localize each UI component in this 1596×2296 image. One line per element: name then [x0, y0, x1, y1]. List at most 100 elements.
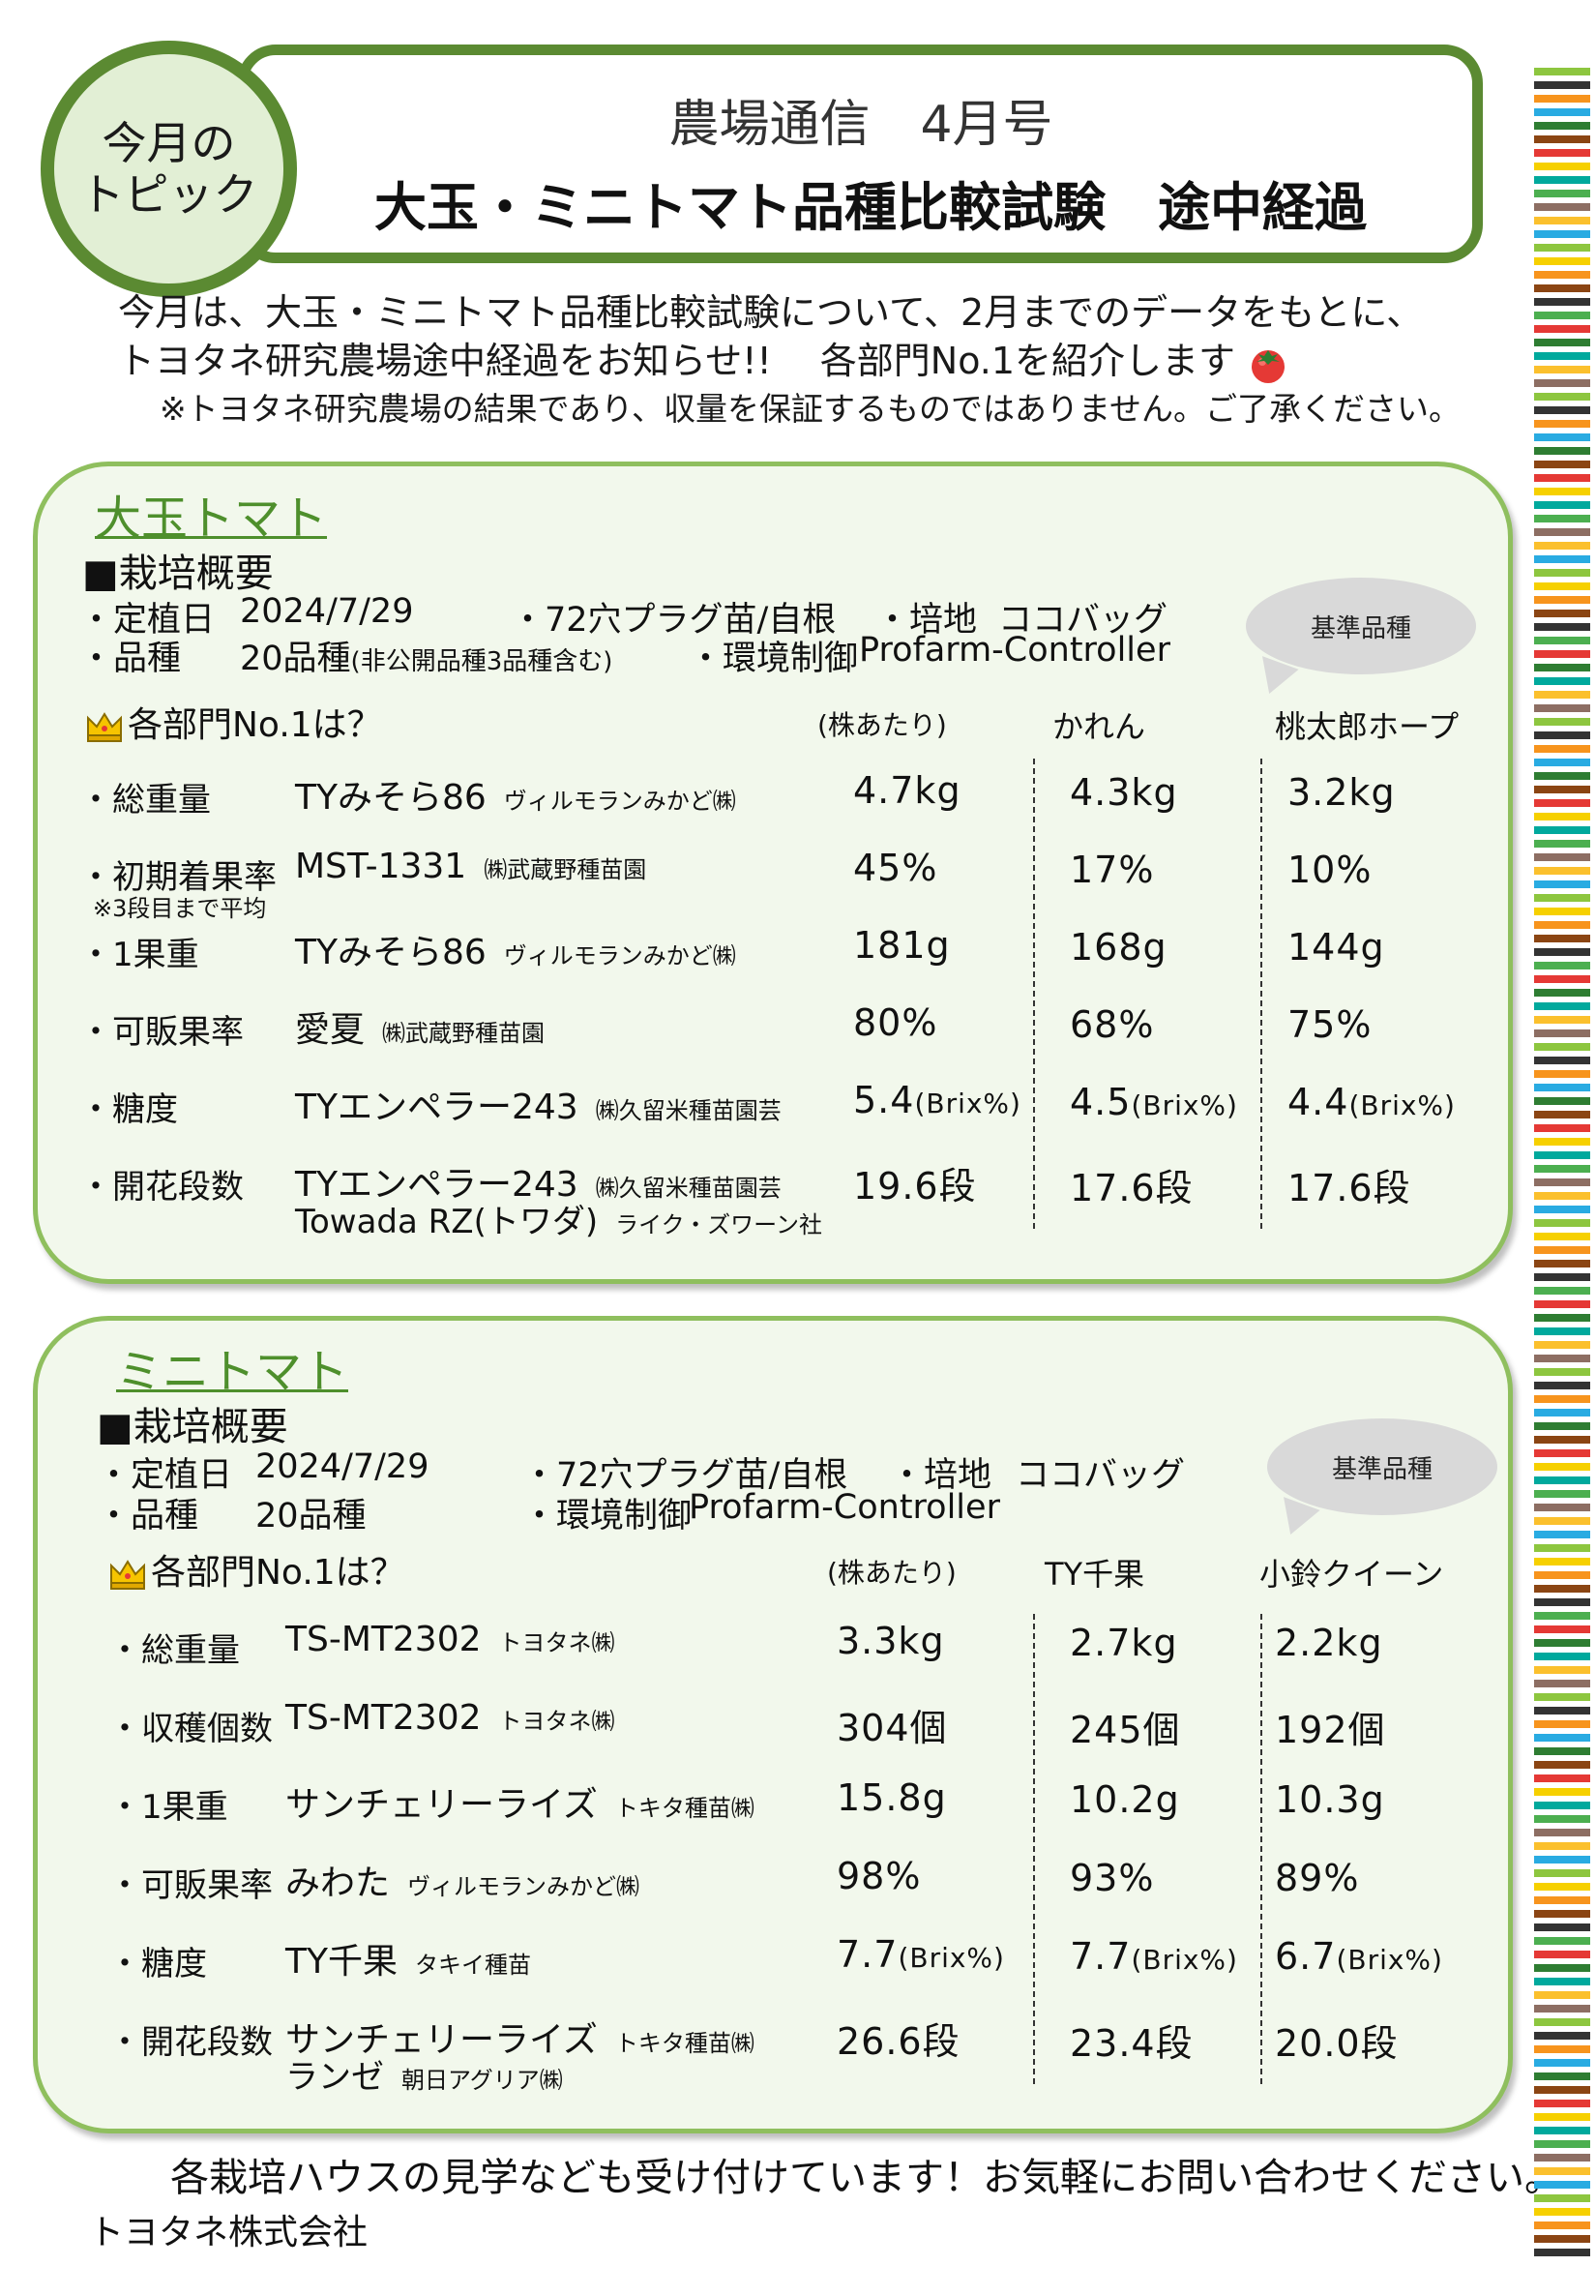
- stripe: [1534, 1951, 1590, 1958]
- mini-value-ref2: 192個: [1275, 1700, 1386, 1753]
- stripe: [1534, 1544, 1590, 1552]
- mini-no1-heading-wrap: 各部門No.1は？: [108, 1544, 405, 1595]
- stripe: [1534, 826, 1590, 834]
- stripe: [1534, 908, 1590, 915]
- stripe: [1534, 1097, 1590, 1105]
- large-value-ref1-number: 17.6段: [1070, 1167, 1194, 1209]
- large-value-top-number: 45%: [853, 847, 938, 889]
- stripe: [1534, 1761, 1590, 1769]
- mini-variety-name: TY千果: [285, 1942, 398, 1982]
- stripe: [1534, 447, 1590, 455]
- large-variety-name: TYみそら86: [295, 778, 487, 818]
- large-planting-value: 2024/7/29: [240, 592, 414, 631]
- stripe: [1534, 1490, 1590, 1498]
- stripe: [1534, 271, 1590, 279]
- stripe: [1534, 1585, 1590, 1593]
- mini-value-ref1: 2.7kg: [1070, 1622, 1178, 1664]
- stripe: [1534, 95, 1590, 103]
- large-medium-value: ココバッグ: [998, 601, 1168, 640]
- stripe: [1534, 1449, 1590, 1457]
- stripe: [1534, 135, 1590, 143]
- large-value-top: 4.7kg: [853, 769, 961, 812]
- stripe: [1534, 921, 1590, 929]
- large-value-top-number: 181g: [853, 924, 951, 967]
- mini-value-top: 26.6段: [837, 2012, 961, 2065]
- stripe: [1534, 1409, 1590, 1416]
- stripe: [1534, 312, 1590, 319]
- stripe: [1534, 461, 1590, 468]
- mini-variety-name: TS-MT2302: [285, 1698, 482, 1738]
- mini-planting-value: 2024/7/29: [255, 1447, 429, 1486]
- stripe: [1534, 379, 1590, 387]
- mini-value-ref1-number: 2.7kg: [1070, 1622, 1178, 1664]
- large-variety-name: 愛夏: [295, 1010, 366, 1050]
- large-col-ref1: かれん: [1052, 708, 1146, 745]
- stripe: [1534, 853, 1590, 861]
- stripe: [1534, 935, 1590, 942]
- stripe: [1534, 1233, 1590, 1240]
- mini-no1-heading: 各部門No.1は？: [151, 1553, 405, 1593]
- stripe: [1534, 1625, 1590, 1633]
- stripe: [1534, 2167, 1590, 2175]
- stripe: [1534, 1937, 1590, 1945]
- large-row-label: ・1果重: [79, 936, 199, 974]
- large-value-top-number: 80%: [853, 1001, 938, 1044]
- stripe: [1534, 528, 1590, 536]
- large-row-variety: MST-1331 ㈱武蔵野種苗園: [295, 847, 646, 886]
- stripe: [1534, 813, 1590, 820]
- stripe: [1534, 1991, 1590, 1999]
- large-value-ref2: 10%: [1287, 849, 1372, 891]
- stripe: [1534, 122, 1590, 130]
- mini-value-ref1: 23.4段: [1070, 2013, 1194, 2067]
- large-value-ref2-number: 17.6段: [1287, 1167, 1411, 1209]
- stripe: [1534, 596, 1590, 604]
- stripe: [1534, 1558, 1590, 1565]
- large-variety-company: ヴィルモランみかど㈱: [503, 942, 736, 969]
- stripe: [1534, 1829, 1590, 1836]
- mini-value-ref2: 2.2kg: [1275, 1622, 1383, 1664]
- large-row-variety: TYエンペラー243 ㈱久留米種苗園芸: [295, 1156, 782, 1207]
- stripe: [1534, 2181, 1590, 2189]
- stripe: [1534, 623, 1590, 631]
- large-value-top-number: 5.4: [853, 1079, 915, 1121]
- mini-value-ref2-number: 89%: [1275, 1857, 1360, 1899]
- stripe: [1534, 352, 1590, 360]
- mini-value-top-number: 7.7: [837, 1933, 899, 1976]
- large-seedling: ・72穴プラグ苗/自根: [511, 601, 837, 640]
- large-variety-company: ㈱武蔵野種苗園: [484, 856, 647, 883]
- large-variety-company: ㈱久留米種苗園芸: [595, 1175, 782, 1202]
- large-row-variety: TYみそら86 ヴィルモランみかど㈱: [295, 769, 736, 820]
- large-medium-label: ・培地: [875, 601, 978, 640]
- large-variety-note: (非公開品種3品種含む): [350, 647, 613, 676]
- large-overview-heading: ■栽培概要: [82, 552, 274, 596]
- stripe: [1534, 515, 1590, 522]
- mini-medium-label: ・培地: [890, 1456, 992, 1495]
- footer-company: トヨタネ株式会社: [89, 2213, 369, 2252]
- mini-value-top-unit: (Brix%): [898, 1942, 1005, 1974]
- large-value-ref1-number: 68%: [1070, 1003, 1155, 1046]
- stripe: [1534, 1057, 1590, 1064]
- stripe: [1534, 704, 1590, 712]
- tomato-icon: [1252, 349, 1286, 383]
- stripe: [1534, 68, 1590, 75]
- footer-message: 各栽培ハウスの見学なども受け付けています！お気軽にお問い合わせください。: [170, 2156, 1563, 2200]
- large-divider-2: [1260, 759, 1262, 1229]
- mini-value-ref1: 10.2g: [1070, 1778, 1180, 1821]
- large-variety-name: Towada RZ(トワダ): [295, 1203, 599, 1241]
- mini-row-variety: TS-MT2302 トヨタネ㈱: [285, 1620, 615, 1659]
- mini-variety-name: サンチェリーライズ: [285, 2020, 598, 2060]
- mini-row-variety: みわた ヴィルモランみかど㈱: [285, 1855, 639, 1905]
- large-variety-name: TYエンペラー243: [295, 1165, 578, 1205]
- stripe: [1534, 163, 1590, 170]
- large-no1-heading: 各部門No.1は？: [128, 705, 382, 745]
- stripe: [1534, 2059, 1590, 2067]
- stripe: [1534, 962, 1590, 969]
- large-planting-label: ・定植日: [79, 601, 216, 640]
- large-value-ref2: 144g: [1287, 926, 1385, 969]
- mini-row-variety: サンチェリーライズ トキタ種苗㈱: [285, 1776, 754, 1827]
- stripe: [1534, 1341, 1590, 1349]
- mini-value-ref1-number: 245個: [1070, 1709, 1181, 1751]
- topic-badge-inner: 今月の トピック: [54, 54, 283, 283]
- large-bubble-label: 基準品種: [1310, 613, 1411, 643]
- stripe: [1534, 1517, 1590, 1525]
